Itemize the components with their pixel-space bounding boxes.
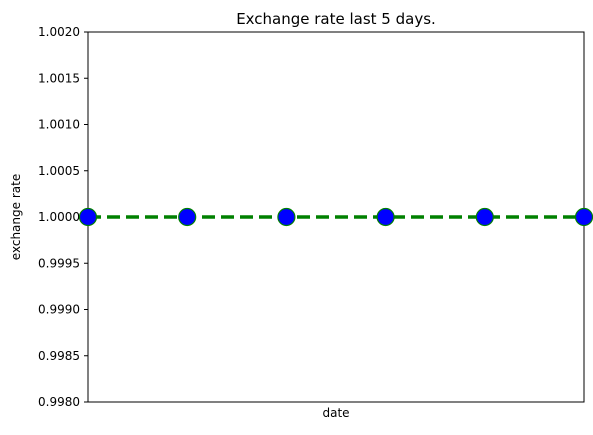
data-point-marker: [178, 207, 197, 227]
data-point-marker: [277, 207, 296, 227]
chart-title: Exchange rate last 5 days.: [236, 10, 436, 28]
y-tick-label: 1.0000: [38, 210, 80, 224]
y-tick-label: 0.9985: [38, 349, 80, 363]
y-tick-label: 1.0010: [38, 118, 80, 132]
y-tick-label: 0.9980: [38, 395, 80, 409]
data-point-marker: [574, 207, 593, 227]
data-point-marker: [78, 207, 98, 227]
y-tick-label: 0.9995: [38, 256, 80, 270]
y-tick-label: 1.0015: [38, 71, 80, 85]
x-axis-label: date: [322, 406, 349, 420]
y-tick-label: 0.9990: [38, 303, 80, 317]
series-layer: [78, 207, 593, 227]
data-point-marker: [376, 207, 395, 227]
y-axis-label: exchange rate: [9, 174, 23, 260]
y-tick-label: 1.0005: [38, 164, 80, 178]
data-point-marker: [475, 207, 494, 227]
y-axis-ticks: 1.0020 1.0015 1.0010 1.0005 1.0000 0.9995 0.99…: [38, 25, 88, 409]
y-tick-label: 1.0020: [38, 25, 80, 39]
